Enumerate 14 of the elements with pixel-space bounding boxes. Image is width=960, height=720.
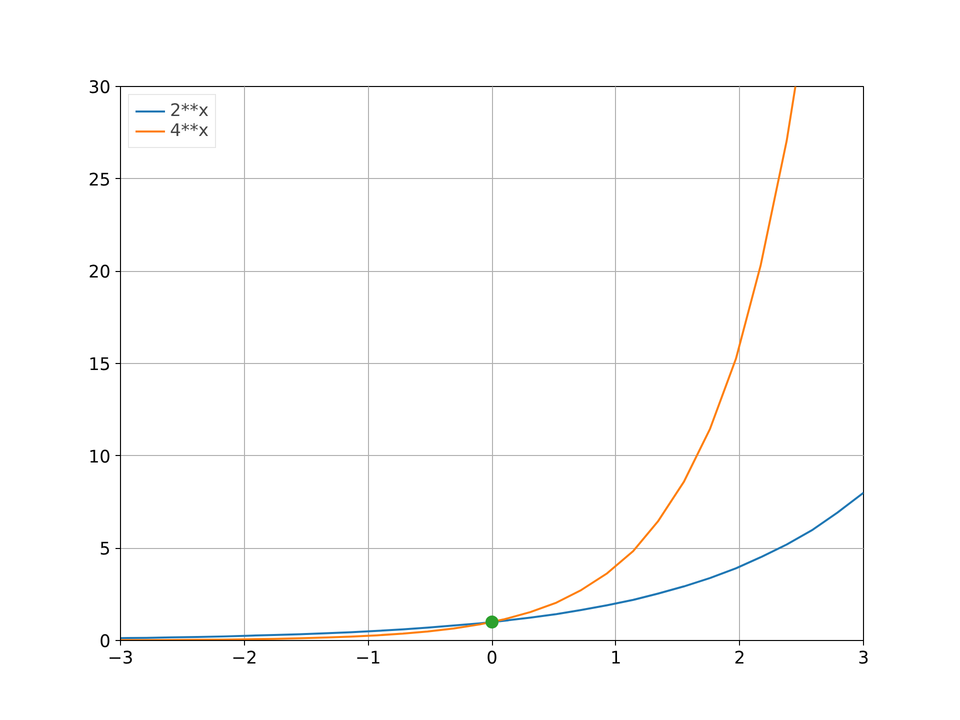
x-tick-label: 3 xyxy=(858,648,870,668)
y-tick-label: 20 xyxy=(88,262,111,283)
y-tick-label: 5 xyxy=(99,540,111,560)
x-tick-label: −2 xyxy=(232,648,258,668)
y-tick-label: 25 xyxy=(88,170,111,190)
y-tick-label: 15 xyxy=(88,355,111,375)
x-tick-label: −1 xyxy=(355,648,381,668)
legend-label: 2**x xyxy=(170,101,209,121)
x-tick-label: 1 xyxy=(610,648,622,668)
x-tick-label: 0 xyxy=(486,648,498,668)
legend-label: 4**x xyxy=(170,121,209,141)
y-tick-label: 10 xyxy=(88,447,111,468)
y-tick-label: 30 xyxy=(88,78,111,98)
x-tick-label: 2 xyxy=(734,648,746,668)
